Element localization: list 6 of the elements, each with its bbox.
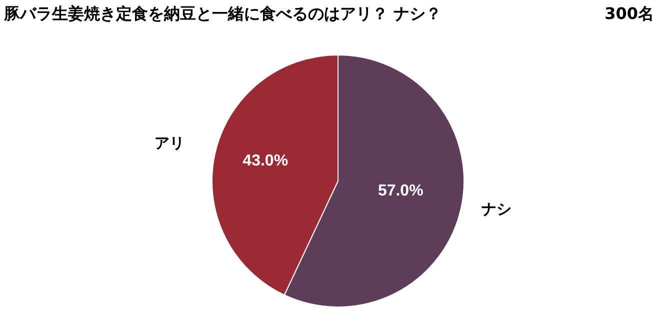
chart-title: 豚バラ生姜焼き定食を納豆と一緒に食べるのはアリ？ ナシ？ (4, 4, 442, 25)
slice-label: アリ (154, 134, 185, 152)
slice-label: ナシ (481, 200, 512, 218)
data-label: 57.0% (378, 182, 424, 200)
text: 300名 (604, 4, 654, 25)
data-label: 43.0% (242, 152, 288, 170)
